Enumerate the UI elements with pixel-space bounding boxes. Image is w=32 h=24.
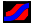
OGS5: [13, 17, 14, 18]
OGS6: [13, 17, 14, 18]
Experiment: [10, 18, 11, 19]
Line: OGS6: OGS6: [4, 6, 29, 19]
Line: OGS5: OGS5: [4, 6, 29, 19]
